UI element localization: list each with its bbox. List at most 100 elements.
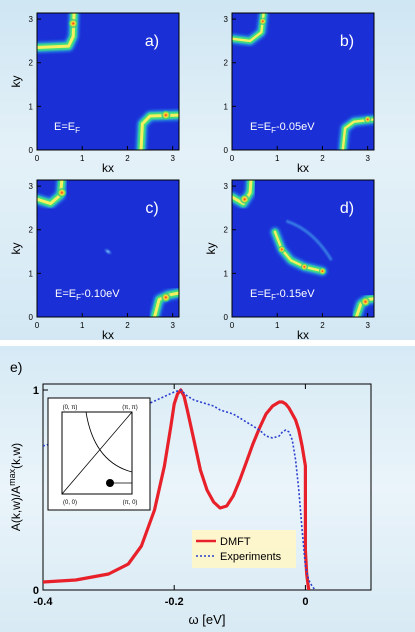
panel-label: a) <box>145 33 159 50</box>
x-tick-label: 1 <box>80 321 85 330</box>
y-tick-label: 3 <box>224 15 229 24</box>
arc-nodal-core <box>273 230 324 273</box>
panel-a: 0 1 2 3 0 1 2 3 kx ky a) E=EF <box>9 12 180 175</box>
y-tick-label: 3 <box>29 15 34 24</box>
series-dmft <box>43 388 311 590</box>
hotspot-lower <box>363 115 372 124</box>
x-tick-label: 0 <box>35 321 40 330</box>
y-label-rest: (k,w) <box>9 443 23 469</box>
energy-label: E=EF-0.10eV <box>55 288 120 302</box>
plot-frame <box>42 383 372 591</box>
x-axis-label: ω [eV] <box>189 612 226 627</box>
x-tick-label: 1 <box>275 321 280 330</box>
inset-label-pi-0: (π, 0) <box>123 500 138 506</box>
y-tick-label: 2 <box>224 226 229 235</box>
panel-plot-area <box>232 180 374 317</box>
hotspot-upper <box>68 18 79 29</box>
legend: DMFT Experiments <box>192 530 296 568</box>
energy-label-base: E=E <box>250 121 271 133</box>
y-axis-label: ky <box>9 76 23 88</box>
y-tick-label: 0 <box>29 146 34 155</box>
panel-plot-area <box>37 13 179 150</box>
energy-label-sub: F <box>271 293 276 302</box>
hotspot-upper <box>258 17 267 26</box>
panel-label: d) <box>340 200 354 217</box>
energy-label-rest: -0.05eV <box>276 121 315 133</box>
legend-label-experiments: Experiments <box>220 551 282 563</box>
x-tick-label: 2 <box>320 321 325 330</box>
y-axis-label: ky <box>204 243 218 255</box>
y-tick-label: 3 <box>224 182 229 191</box>
y-tick-label: 2 <box>224 59 229 68</box>
panel-frame <box>36 179 180 318</box>
hotspot-arc-3 <box>318 267 327 276</box>
inset-background <box>47 397 151 511</box>
y-tick-label: 2 <box>29 226 34 235</box>
x-tick-label: -0.2 <box>165 596 184 608</box>
y-label-base: A(k,w)/A <box>9 486 23 531</box>
hotspot-lower <box>360 296 371 307</box>
spectral-features <box>37 13 179 150</box>
energy-label-sub: F <box>75 126 80 135</box>
energy-label-sub: F <box>271 126 276 135</box>
hotspot-upper <box>56 187 67 198</box>
spectral-features <box>232 180 374 317</box>
legend-box <box>192 530 296 568</box>
y-tick-label: 1 <box>33 385 39 397</box>
inset-diagonal <box>61 411 133 495</box>
inset-label-pi-pi: (π, π) <box>122 405 138 411</box>
y-tick-label: 3 <box>29 182 34 191</box>
panel-label: e) <box>10 359 22 375</box>
panel-d: 0 1 2 3 0 1 2 3 kx ky d) E=EF-0.15eV <box>204 179 375 342</box>
x-axis-label: kx <box>102 161 114 175</box>
energy-label-base: E=E <box>54 121 75 133</box>
x-axis-label: kx <box>102 328 114 342</box>
x-tick-label: 2 <box>125 154 130 163</box>
arc-shadow <box>285 219 333 262</box>
x-tick-label: -0.4 <box>34 596 54 608</box>
energy-label-rest: -0.10eV <box>81 288 120 300</box>
inset-fermi-surface <box>85 411 133 473</box>
y-axis-label: A(k,w)/Amax(k,w) <box>7 443 23 531</box>
inset-zone-frame <box>61 411 133 495</box>
y-label-sup: max <box>7 468 17 486</box>
hotspot-lower <box>160 292 171 303</box>
panel-c: 0 1 2 3 0 1 2 3 kx ky c) E=EF-0.10eV <box>9 179 180 342</box>
x-tick-label: 3 <box>170 321 175 330</box>
y-tick-label: 1 <box>29 269 34 278</box>
x-tick-label: 0 <box>230 321 235 330</box>
x-tick-label: 3 <box>365 321 370 330</box>
x-tick-label: 2 <box>125 321 130 330</box>
spectral-features <box>37 180 179 317</box>
line-chart-e: e) -0.4 -0.2 0 0 1 ω [eV] A(k,w)/Amax(k,w) DMFT E… <box>7 359 372 627</box>
spectral-features <box>232 13 374 150</box>
panel-frame <box>231 179 375 318</box>
y-tick-label: 1 <box>224 102 229 111</box>
energy-label-rest: -0.15eV <box>276 288 315 300</box>
x-axis-label: kx <box>297 328 309 342</box>
energy-label: E=EF-0.05eV <box>250 121 315 135</box>
panel-label: b) <box>340 33 354 50</box>
x-tick-label: 2 <box>320 154 325 163</box>
hotspot-upper <box>239 194 250 205</box>
energy-label-base: E=E <box>55 288 76 300</box>
y-tick-label: 2 <box>29 59 34 68</box>
hotspot-lower <box>160 110 171 121</box>
panel-frame <box>36 12 180 151</box>
y-tick-label: 0 <box>29 313 34 322</box>
legend-label-dmft: DMFT <box>220 536 251 548</box>
x-tick-label: 0 <box>35 154 40 163</box>
y-tick-label: 1 <box>224 269 229 278</box>
x-tick-label: 3 <box>170 154 175 163</box>
x-tick-label: 1 <box>275 154 280 163</box>
energy-label: E=EF <box>54 121 80 135</box>
energy-label-sub: F <box>76 293 81 302</box>
inset-label-0-pi: (0, π) <box>63 405 78 411</box>
y-tick-label: 1 <box>29 102 34 111</box>
hotspot-arc-2 <box>300 262 309 271</box>
panel-b: 0 1 2 3 0 1 2 3 kx b) E=EF-0.05eV <box>224 12 375 175</box>
y-axis-label: ky <box>9 243 23 255</box>
panel-label: c) <box>145 200 158 217</box>
y-tick-label: 0 <box>224 313 229 322</box>
